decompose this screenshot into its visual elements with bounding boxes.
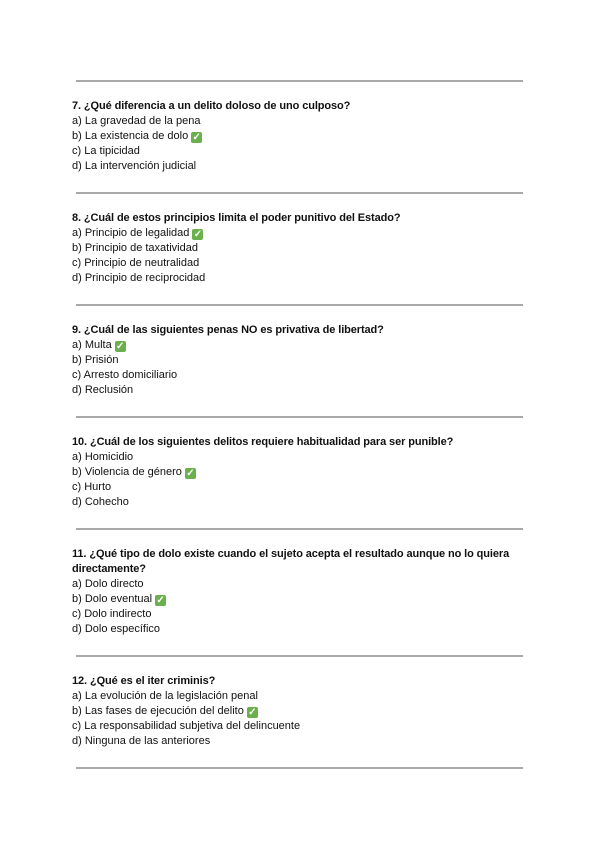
answer-option: b) Principio de taxatividad [72, 241, 526, 256]
check-mark-icon: ✓ [191, 132, 203, 143]
answer-option-text: b) Violencia de género [72, 466, 182, 478]
answer-option-text: c) La tipicidad [72, 145, 140, 157]
answer-option: c) Principio de neutralidad [72, 256, 526, 271]
question-block: 9. ¿Cuál de las siguientes penas NO es p… [72, 306, 526, 416]
question-block: 12. ¿Qué es el iter criminis? a) La evolu… [72, 657, 526, 767]
answer-option-text: c) Principio de neutralidad [72, 257, 200, 269]
divider [76, 767, 523, 769]
answer-option-text: d) Dolo específico [72, 623, 161, 635]
answer-option-text: b) Dolo eventual [72, 593, 153, 605]
answer-option-text: d) Ninguna de las anteriores [72, 735, 211, 747]
answer-option: b) Violencia de género ✓ [72, 465, 526, 480]
answer-option-text: d) La intervención judicial [72, 160, 197, 172]
divider [76, 655, 523, 657]
check-mark-icon: ✓ [184, 468, 196, 479]
check-mark-icon: ✓ [155, 595, 167, 606]
answer-option: d) Ninguna de las anteriores [72, 734, 526, 749]
answer-option-text: a) Homicidio [72, 451, 134, 463]
question-title: 10. ¿Cuál de los siguientes delitos requ… [72, 436, 454, 448]
divider [76, 80, 523, 82]
answer-option: d) Principio de reciprocidad [72, 271, 526, 286]
divider [76, 528, 523, 530]
answer-option-text: b) Principio de taxatividad [72, 242, 198, 254]
question-block: 11. ¿Qué tipo de dolo existe cuando el s… [72, 530, 526, 655]
answer-option: a) La evolución de la legislación penal [72, 689, 526, 704]
check-mark-icon: ✓ [246, 707, 258, 718]
divider [76, 192, 523, 194]
check-mark-icon: ✓ [192, 229, 204, 240]
answer-option: c) La responsabilidad subjetiva del deli… [72, 719, 526, 734]
answer-option: c) La tipicidad [72, 144, 526, 159]
answer-option: a) Multa ✓ [72, 338, 526, 353]
check-mark-icon: ✓ [114, 341, 126, 352]
answer-option: d) Dolo específico [72, 622, 526, 637]
answer-option: b) Prisión [72, 353, 526, 368]
divider [76, 304, 523, 306]
question-title: 9. ¿Cuál de las siguientes penas NO es p… [72, 324, 384, 336]
answer-option-text: a) La gravedad de la pena [72, 115, 201, 127]
answer-option-text: d) Reclusión [72, 384, 134, 396]
answer-option-text: d) Principio de reciprocidad [72, 272, 206, 284]
answer-option-text: b) La existencia de dolo [72, 130, 189, 142]
answer-option-text: b) Prisión [72, 354, 119, 366]
question-title: 8. ¿Cuál de estos principios limita el p… [72, 212, 401, 224]
answer-option-text: c) Hurto [72, 481, 112, 493]
divider [76, 416, 523, 418]
question-block: 7. ¿Qué diferencia a un delito doloso de… [72, 82, 526, 192]
answer-option: c) Dolo indirecto [72, 607, 526, 622]
answer-option: a) Homicidio [72, 450, 526, 465]
answer-option: a) Principio de legalidad ✓ [72, 226, 526, 241]
answer-option-text: c) Dolo indirecto [72, 608, 152, 620]
answer-option: b) Las fases de ejecución del delito ✓ [72, 704, 526, 719]
question-title: 7. ¿Qué diferencia a un delito doloso de… [72, 100, 351, 112]
answer-option-text: a) Principio de legalidad [72, 227, 190, 239]
question-title: 11. ¿Qué tipo de dolo existe cuando el s… [72, 548, 510, 575]
answer-option-text: a) La evolución de la legislación penal [72, 690, 258, 702]
answer-option: d) Cohecho [72, 495, 526, 510]
answer-option: c) Arresto domiciliario [72, 368, 526, 383]
quiz-document: 7. ¿Qué diferencia a un delito doloso de… [72, 80, 526, 769]
answer-option: b) Dolo eventual ✓ [72, 592, 526, 607]
answer-option-text: a) Multa [72, 339, 112, 351]
answer-option-text: d) Cohecho [72, 496, 129, 508]
answer-option-text: c) Arresto domiciliario [72, 369, 178, 381]
question-title: 12. ¿Qué es el iter criminis? [72, 675, 216, 687]
answer-option-text: a) Dolo directo [72, 578, 144, 590]
answer-option: a) La gravedad de la pena [72, 114, 526, 129]
question-block: 10. ¿Cuál de los siguientes delitos requ… [72, 418, 526, 528]
answer-option: d) La intervención judicial [72, 159, 526, 174]
answer-option-text: b) Las fases de ejecución del delito [72, 705, 244, 717]
answer-option: d) Reclusión [72, 383, 526, 398]
answer-option: c) Hurto [72, 480, 526, 495]
answer-option-text: c) La responsabilidad subjetiva del deli… [72, 720, 301, 732]
answer-option: a) Dolo directo [72, 577, 526, 592]
answer-option: b) La existencia de dolo ✓ [72, 129, 526, 144]
question-block: 8. ¿Cuál de estos principios limita el p… [72, 194, 526, 304]
